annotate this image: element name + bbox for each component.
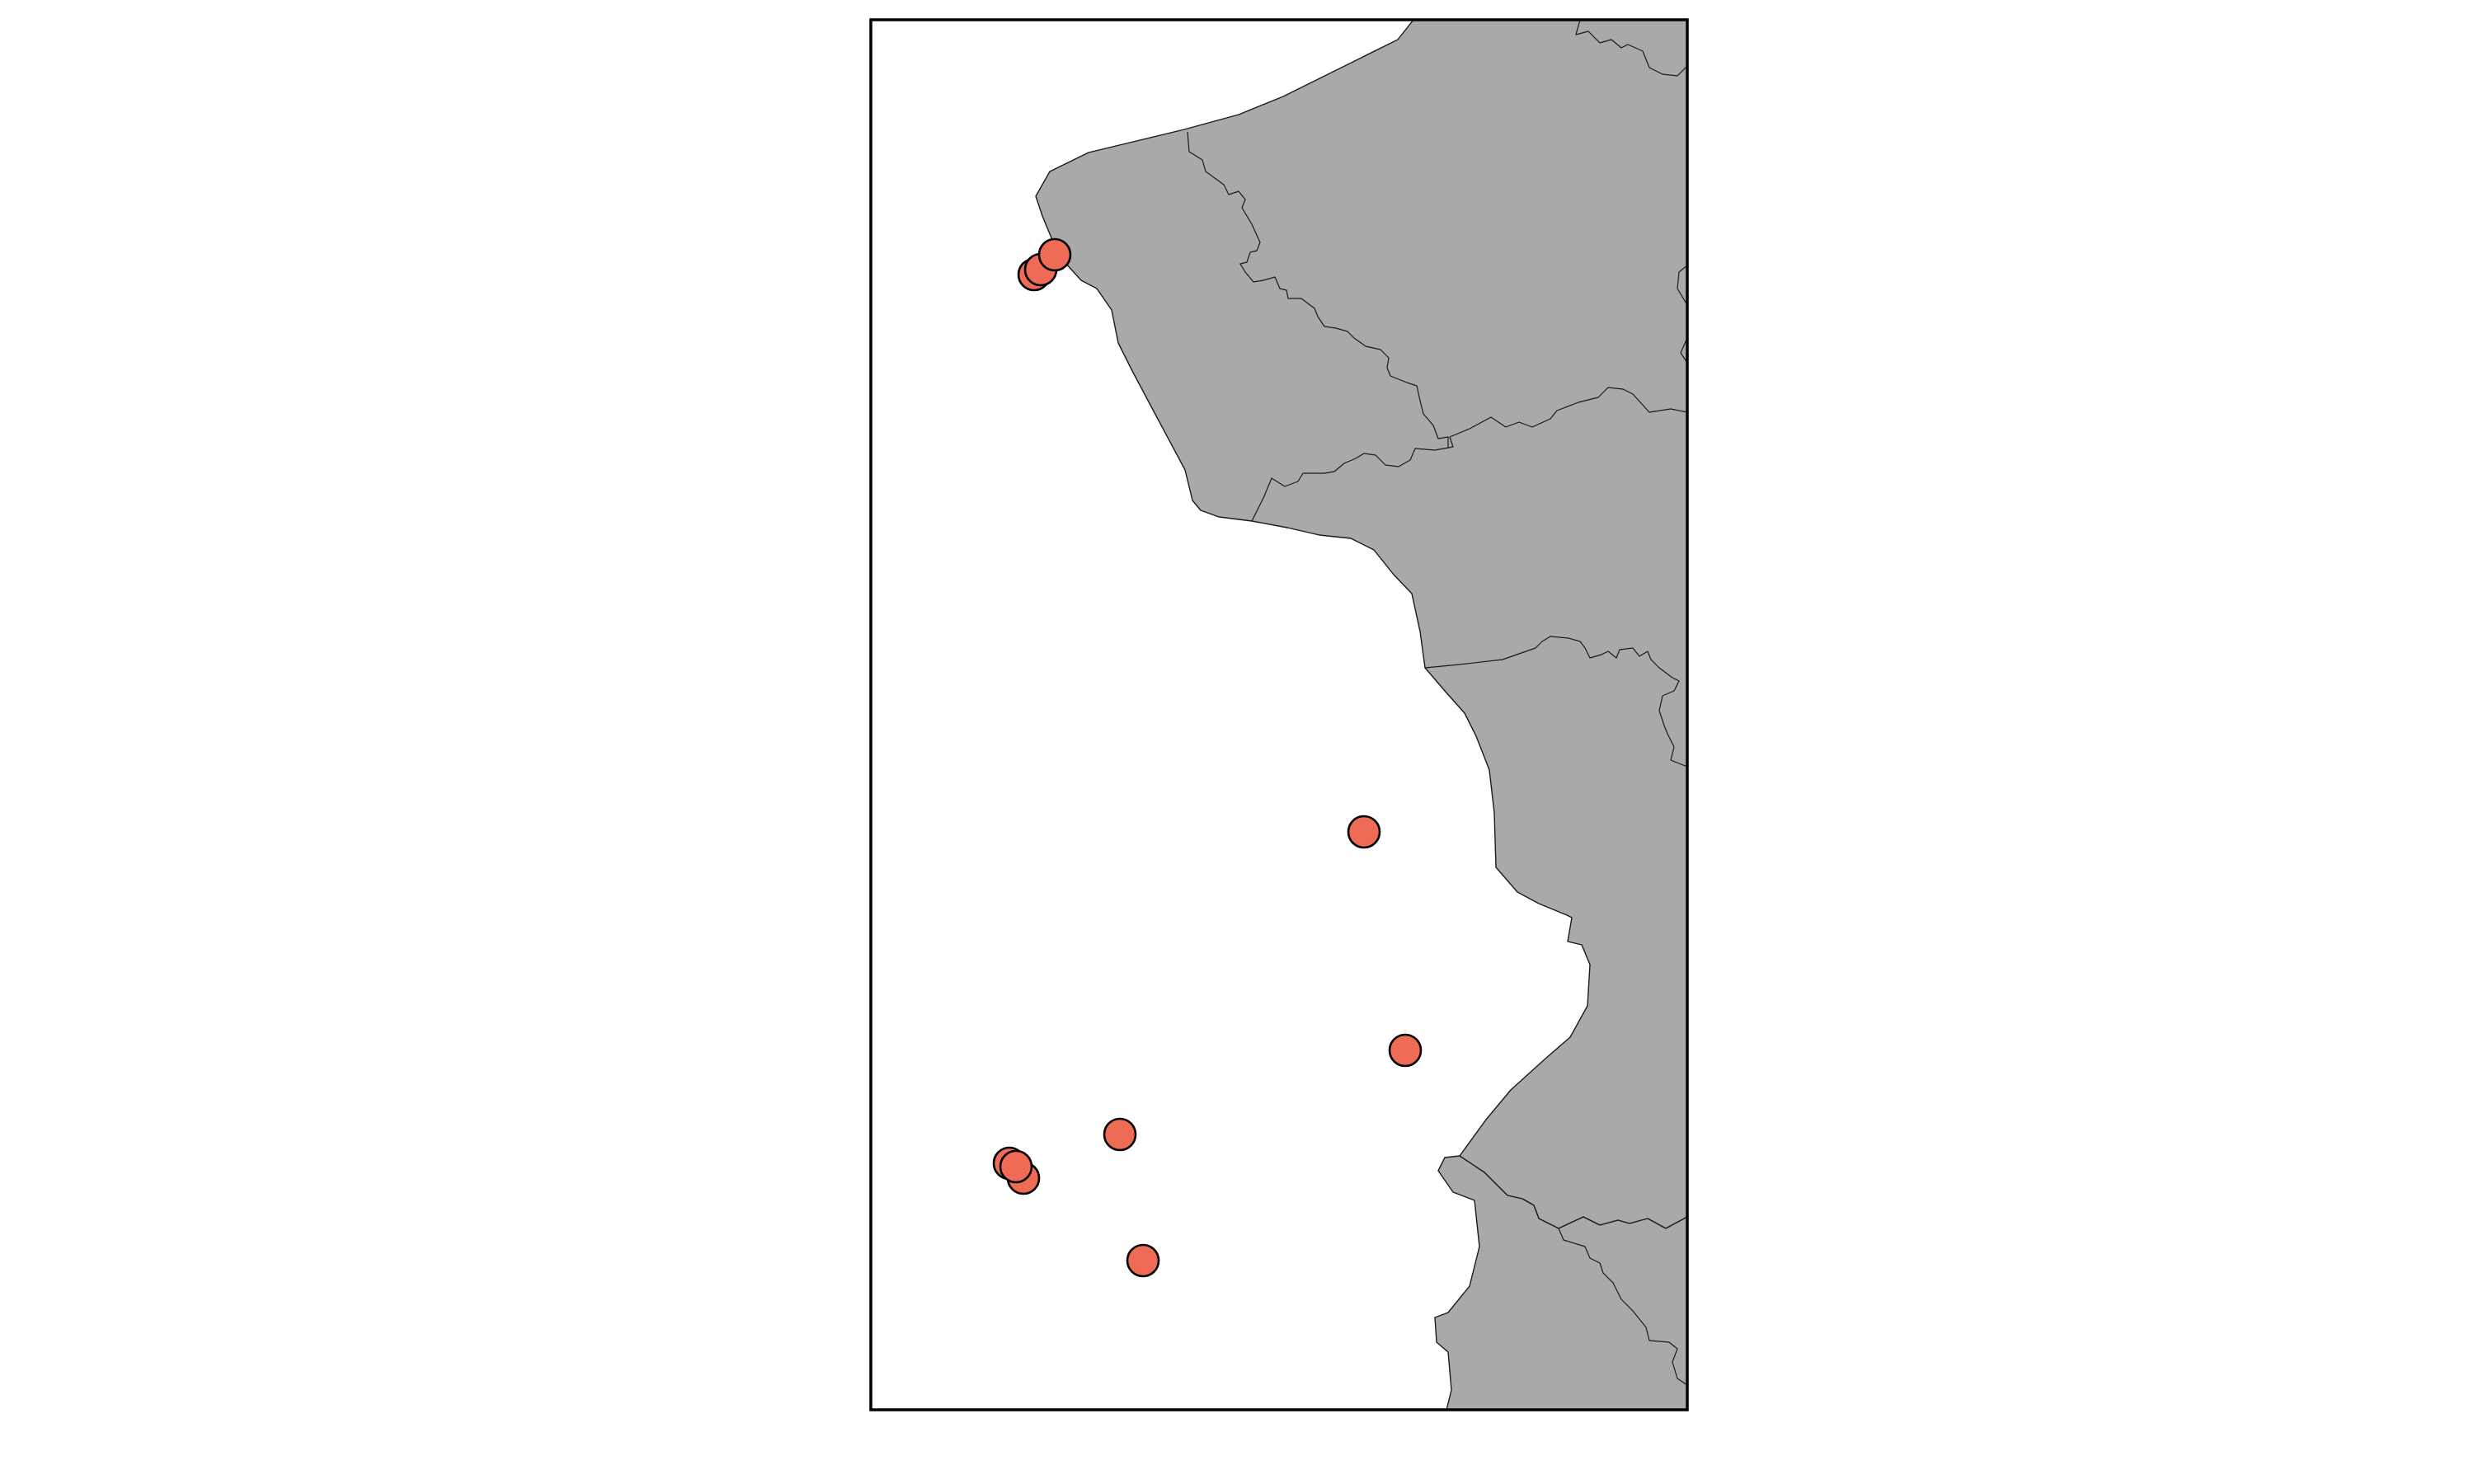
marker-north-3[interactable] xyxy=(1037,237,1072,272)
marker-south-4[interactable] xyxy=(999,1149,1033,1184)
map-land-group xyxy=(1035,20,1687,1410)
marker-central-1[interactable] xyxy=(1347,815,1381,849)
border-north-inland xyxy=(1187,131,1449,448)
border-mid xyxy=(1424,636,1687,768)
marker-south-1[interactable] xyxy=(1103,1117,1137,1152)
border-northeast xyxy=(1575,20,1687,77)
map-frame xyxy=(869,18,1689,1411)
marker-central-2[interactable] xyxy=(1388,1033,1423,1068)
border-central xyxy=(1251,387,1687,522)
landmass-south xyxy=(1434,1155,1687,1410)
border-south xyxy=(1558,1228,1687,1386)
border-east-inset xyxy=(1677,265,1687,364)
markers-layer xyxy=(992,237,1423,1278)
marker-south-5[interactable] xyxy=(1126,1243,1160,1278)
